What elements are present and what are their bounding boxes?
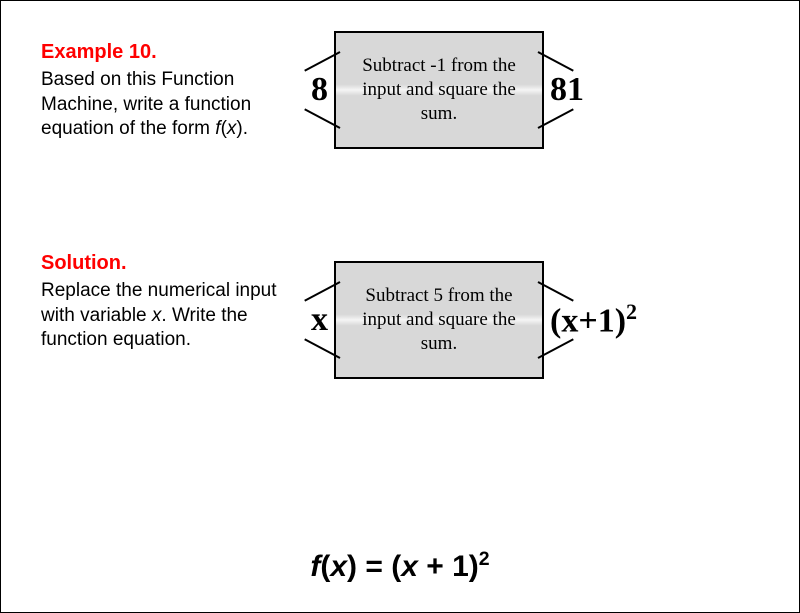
eq-x2: x [401, 550, 418, 583]
eq-f: f [310, 550, 320, 583]
machine-top: 8 Subtract -1 from the input and square … [311, 31, 584, 149]
eq-close1: ) [347, 550, 357, 583]
machine-top-output: 81 [550, 71, 584, 109]
output-exponent: 2 [626, 299, 637, 324]
machine-top-input: 8 [311, 71, 328, 109]
hopper-line-icon [538, 51, 574, 72]
example-x-italic: x [227, 118, 237, 139]
machine-top-text: Subtract -1 from the input and square th… [344, 54, 534, 125]
eq-x1: x [330, 550, 347, 583]
machine-bottom-input: x [311, 301, 328, 339]
output-after: +1) [578, 303, 626, 340]
machine-top-box: Subtract -1 from the input and square th… [334, 31, 544, 149]
output-paren-open: ( [550, 303, 561, 340]
example-body: Based on this Function Machine, write a … [41, 68, 301, 142]
example-body-after: . [243, 118, 248, 139]
hopper-line-icon [538, 108, 574, 129]
eq-plus: + 1) [418, 550, 479, 583]
eq-equals: = ( [357, 550, 401, 583]
output-x: x [561, 303, 578, 340]
page-container: Example 10. Based on this Function Machi… [1, 1, 799, 612]
machine-bottom-output: (x+1)2 [550, 299, 637, 340]
eq-open1: ( [320, 550, 330, 583]
eq-exponent: 2 [479, 548, 490, 570]
final-equation: f(x) = (x + 1)2 [1, 548, 799, 584]
machine-bottom: x Subtract 5 from the input and square t… [311, 261, 637, 379]
solution-body: Replace the numerical input with variabl… [41, 279, 301, 353]
solution-x-italic: x [152, 305, 162, 326]
hopper-line-icon [538, 338, 574, 359]
machine-bottom-box: Subtract 5 from the input and square the… [334, 261, 544, 379]
machine-bottom-text: Subtract 5 from the input and square the… [344, 284, 534, 355]
